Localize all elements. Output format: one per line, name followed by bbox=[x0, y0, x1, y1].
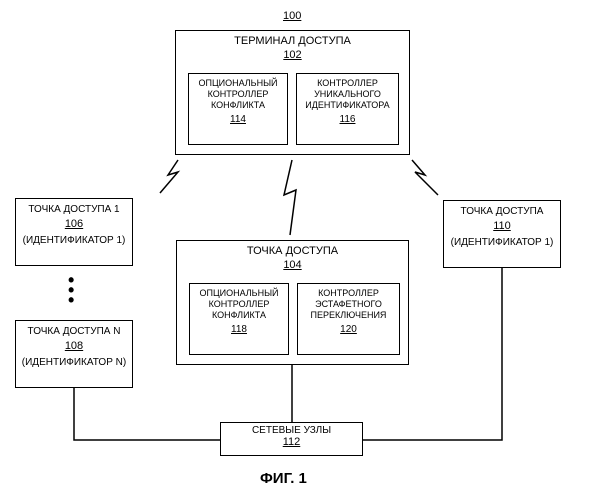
ellipsis-icon: ••• bbox=[68, 275, 74, 305]
ap-center-inner1-ref: 118 bbox=[190, 324, 288, 336]
ap-left1-box: ТОЧКА ДОСТУПА 1 106 (ИДЕНТИФИКАТОР 1) bbox=[15, 198, 133, 266]
ap-center-inner2-l1: КОНТРОЛЛЕР bbox=[298, 288, 399, 299]
terminal-inner2-l3: ИДЕНТИФИКАТОРА bbox=[297, 100, 398, 111]
ap-center-inner2-ref: 120 bbox=[298, 324, 399, 336]
terminal-inner2-l1: КОНТРОЛЛЕР bbox=[297, 78, 398, 89]
ap-center-inner2-l3: ПЕРЕКЛЮЧЕНИЯ bbox=[298, 310, 399, 321]
ap-right-ref: 110 bbox=[444, 220, 560, 232]
ap-center-inner2: КОНТРОЛЛЕР ЭСТАФЕТНОГО ПЕРЕКЛЮЧЕНИЯ 120 bbox=[297, 283, 400, 355]
terminal-ref: 102 bbox=[176, 49, 409, 61]
terminal-inner1: ОПЦИОНАЛЬНЫЙ КОНТРОЛЛЕР КОНФЛИКТА 114 bbox=[188, 73, 288, 145]
ap-center-inner1-l1: ОПЦИОНАЛЬНЫЙ bbox=[190, 288, 288, 299]
terminal-inner2: КОНТРОЛЛЕР УНИКАЛЬНОГО ИДЕНТИФИКАТОРА 11… bbox=[296, 73, 399, 145]
terminal-inner1-l2: КОНТРОЛЛЕР bbox=[189, 89, 287, 100]
ap-center-inner2-l2: ЭСТАФЕТНОГО bbox=[298, 299, 399, 310]
terminal-inner1-l3: КОНФЛИКТА bbox=[189, 100, 287, 111]
figure-label: ФИГ. 1 bbox=[260, 470, 307, 487]
ap-leftN-title: ТОЧКА ДОСТУПА N bbox=[16, 325, 132, 338]
network-title: СЕТЕВЫЕ УЗЛЫ bbox=[221, 425, 362, 436]
ap-left1-title: ТОЧКА ДОСТУПА 1 bbox=[16, 203, 132, 216]
terminal-box: ТЕРМИНАЛ ДОСТУПА 102 ОПЦИОНАЛЬНЫЙ КОНТРО… bbox=[175, 30, 410, 155]
network-box: СЕТЕВЫЕ УЗЛЫ 112 bbox=[220, 422, 363, 456]
ap-center-inner1-l2: КОНТРОЛЛЕР bbox=[190, 299, 288, 310]
ap-center-inner1-l3: КОНФЛИКТА bbox=[190, 310, 288, 321]
ap-right-title: ТОЧКА ДОСТУПА bbox=[444, 205, 560, 218]
terminal-inner2-l2: УНИКАЛЬНОГО bbox=[297, 89, 398, 100]
system-ref: 100 bbox=[283, 10, 301, 22]
ap-center-inner1: ОПЦИОНАЛЬНЫЙ КОНТРОЛЛЕР КОНФЛИКТА 118 bbox=[189, 283, 289, 355]
ap-left1-ref: 106 bbox=[16, 218, 132, 230]
network-ref: 112 bbox=[221, 436, 362, 448]
terminal-title: ТЕРМИНАЛ ДОСТУПА bbox=[176, 35, 409, 47]
terminal-inner1-l1: ОПЦИОНАЛЬНЫЙ bbox=[189, 78, 287, 89]
ap-right-ident: (ИДЕНТИФИКАТОР 1) bbox=[444, 236, 560, 249]
ap-center-title: ТОЧКА ДОСТУПА bbox=[177, 245, 408, 257]
ap-leftN-box: ТОЧКА ДОСТУПА N 108 (ИДЕНТИФИКАТОР N) bbox=[15, 320, 133, 388]
ap-center-box: ТОЧКА ДОСТУПА 104 ОПЦИОНАЛЬНЫЙ КОНТРОЛЛЕ… bbox=[176, 240, 409, 365]
terminal-inner2-ref: 116 bbox=[297, 114, 398, 126]
terminal-inner1-ref: 114 bbox=[189, 114, 287, 126]
ap-leftN-ref: 108 bbox=[16, 340, 132, 352]
diagram-root: 100 ТЕРМИНАЛ ДОСТУПА 102 ОПЦИОНАЛЬНЫЙ КО… bbox=[0, 0, 589, 500]
ap-right-box: ТОЧКА ДОСТУПА 110 (ИДЕНТИФИКАТОР 1) bbox=[443, 200, 561, 268]
ap-leftN-ident: (ИДЕНТИФИКАТОР N) bbox=[16, 356, 132, 369]
ap-left1-ident: (ИДЕНТИФИКАТОР 1) bbox=[16, 234, 132, 247]
ap-center-ref: 104 bbox=[177, 259, 408, 271]
